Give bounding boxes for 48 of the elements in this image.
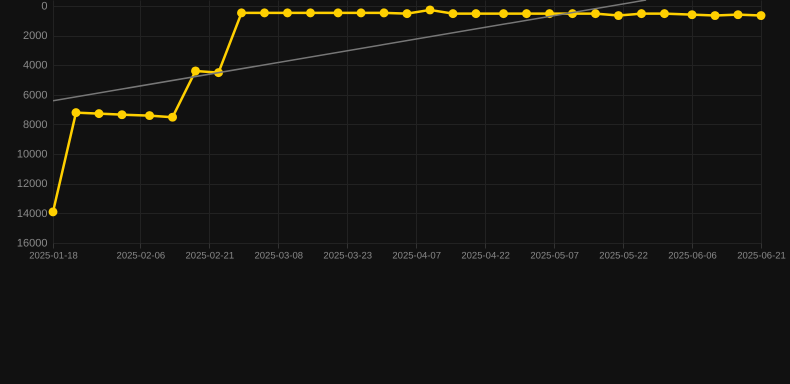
point — [636, 9, 646, 18]
point — [756, 11, 766, 20]
point — [448, 9, 458, 18]
point — [145, 111, 154, 120]
point — [614, 11, 623, 20]
point — [591, 9, 600, 18]
point — [282, 8, 292, 18]
point — [117, 110, 126, 120]
x-tick-label: 2025-06-06 — [668, 250, 717, 262]
x-tick-label: 2025-02-06 — [116, 250, 166, 262]
y-tick-label: 4000 — [23, 60, 48, 72]
y-tick-label: 10000 — [16, 148, 48, 161]
point — [191, 66, 200, 76]
point — [710, 11, 720, 20]
x-tick-label: 2025-03-08 — [254, 250, 304, 262]
x-tick-label: 2025-03-23 — [323, 250, 372, 262]
x-tick-label: 2025-05-07 — [530, 250, 579, 262]
y-tick-label: 0 — [41, 0, 48, 12]
y-tick-label: 2000 — [23, 30, 48, 42]
point — [734, 10, 742, 20]
point — [237, 8, 246, 18]
y-tick-label: 6000 — [23, 89, 48, 102]
point — [522, 9, 532, 18]
y-tick-label: 12000 — [16, 178, 48, 190]
point — [499, 9, 508, 18]
point — [260, 8, 269, 18]
x-tick-label: 2025-04-07 — [392, 250, 441, 262]
point — [471, 9, 480, 18]
point — [660, 9, 669, 18]
point — [402, 9, 412, 18]
point — [48, 207, 58, 216]
point — [334, 8, 343, 18]
point — [426, 5, 434, 14]
x-tick-label: 2025-01-18 — [29, 250, 78, 262]
y-tick-label: 8000 — [23, 118, 48, 131]
point — [688, 10, 697, 20]
point — [306, 8, 315, 18]
y-tick-label: 16000 — [16, 238, 48, 250]
point — [168, 112, 178, 122]
point — [94, 109, 104, 118]
point — [72, 108, 80, 118]
point — [356, 8, 366, 18]
x-tick-label: 2025-04-22 — [461, 250, 510, 262]
point — [380, 8, 388, 18]
y-tick-label: 14000 — [16, 208, 48, 220]
x-tick-label: 2025-05-22 — [599, 250, 648, 262]
x-tick-label: 2025-02-21 — [186, 250, 234, 262]
x-tick-label: 2025-06-21 — [737, 250, 786, 262]
